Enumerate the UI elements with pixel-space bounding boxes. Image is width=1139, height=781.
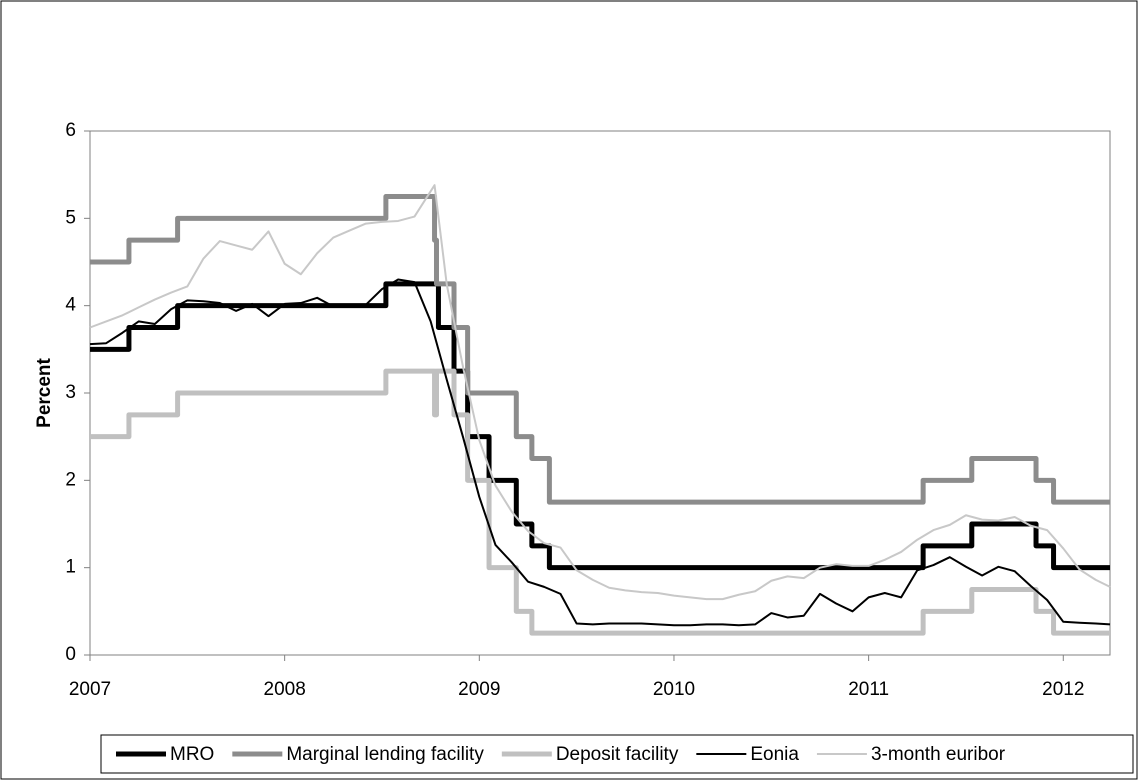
y-axis-title: Percent <box>34 357 55 427</box>
legend-label: MRO <box>170 744 214 765</box>
legend-label: Marginal lending facility <box>286 744 484 765</box>
y-tick-label: 6 <box>65 120 76 141</box>
y-tick-label: 1 <box>65 557 76 578</box>
series-line <box>90 194 1110 505</box>
x-tick-label: 2010 <box>653 679 695 700</box>
x-tick-label: 2011 <box>848 679 889 700</box>
series-line <box>89 184 1111 601</box>
legend-label: Eonia <box>750 744 799 765</box>
x-tick-label: 2012 <box>1042 679 1084 700</box>
legend-label: 3-month euribor <box>871 744 1006 765</box>
x-tick-label: 2007 <box>69 679 111 700</box>
y-tick-label: 4 <box>65 295 76 316</box>
y-tick-label: 5 <box>65 207 76 228</box>
x-tick-label: 2008 <box>264 679 306 700</box>
series-line <box>89 278 1111 627</box>
legend-label: Deposit facility <box>556 744 679 765</box>
x-tick-label: 2009 <box>458 679 500 700</box>
series-line <box>90 368 1110 636</box>
y-tick-label: 0 <box>65 644 76 665</box>
y-tick-label: 3 <box>65 382 76 403</box>
y-tick-label: 2 <box>65 469 76 490</box>
